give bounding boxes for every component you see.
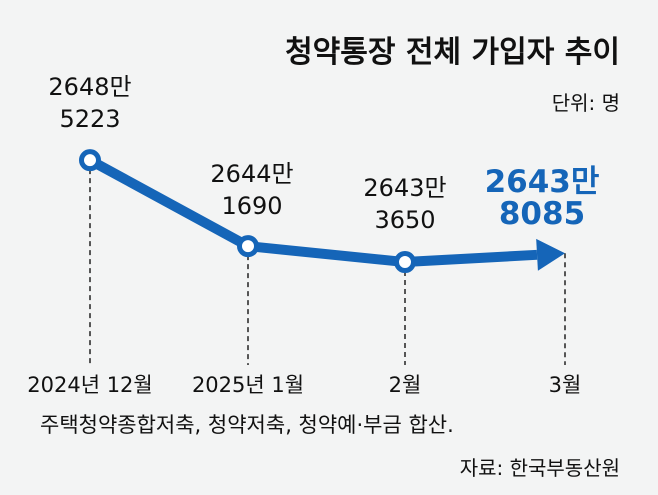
data-label: 2643만 [485,164,600,200]
data-label: 2644만 [210,160,293,188]
data-label: 1690 [221,192,282,220]
data-point-1 [237,235,259,258]
series-line [87,155,538,268]
chart-title: 청약통장 전체 가입자 추이 [285,35,620,70]
data-label: 2643만 [363,174,446,202]
x-tick-label: 3월 [549,373,582,397]
x-tick-label: 2025년 1월 [192,373,304,397]
source: 자료: 한국부동산원 [460,456,620,480]
unit-label: 단위: 명 [552,91,620,115]
footnote: 주택청약종합저축, 청약저축, 청약예·부금 합산. [40,413,454,437]
data-label: 3650 [374,206,435,234]
x-tick-label: 2024년 12월 [27,373,152,397]
x-tick-label: 2월 [389,373,422,397]
data-label: 2648만 [48,73,131,101]
data-point-2 [394,251,416,274]
arrow-head [536,238,565,271]
data-point-0 [79,149,101,172]
data-label: 5223 [59,105,120,133]
data-label: 8085 [499,196,585,232]
